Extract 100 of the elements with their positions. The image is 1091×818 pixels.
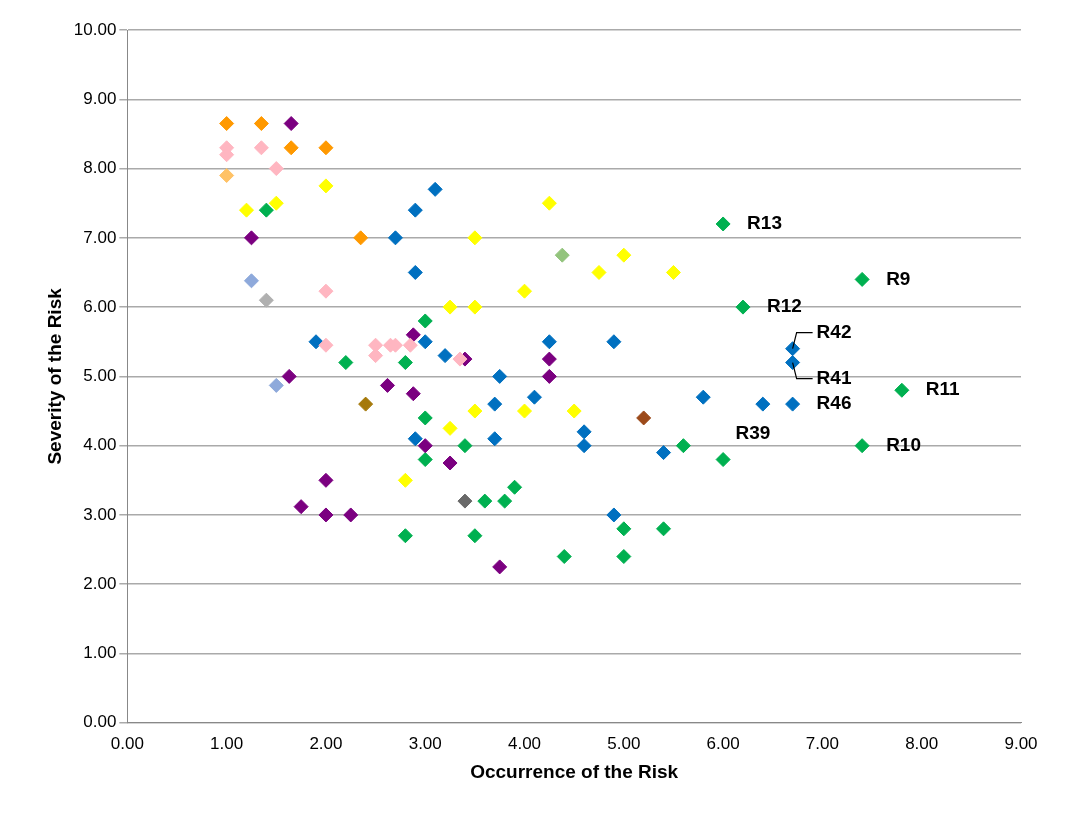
point xyxy=(442,299,458,315)
point xyxy=(281,368,297,384)
x-tick-label: 5.00 xyxy=(607,733,641,753)
point xyxy=(283,116,299,132)
point xyxy=(467,230,483,246)
point xyxy=(318,178,334,194)
point xyxy=(894,382,910,398)
x-tick-label: 4.00 xyxy=(507,733,542,753)
point xyxy=(442,420,458,436)
x-tick-label: 3.00 xyxy=(408,733,442,753)
point xyxy=(467,299,483,315)
point xyxy=(556,549,572,565)
point xyxy=(293,499,309,515)
point xyxy=(387,230,403,246)
point xyxy=(427,181,443,197)
point xyxy=(566,403,582,419)
point xyxy=(407,431,423,447)
point xyxy=(417,313,433,329)
y-tick-label: 2.00 xyxy=(83,573,117,593)
point xyxy=(695,389,711,405)
y-tick-label: 4.00 xyxy=(83,435,117,455)
point xyxy=(665,264,681,280)
y-tick-label: 9.00 xyxy=(83,88,117,108)
point xyxy=(405,386,421,402)
point xyxy=(308,334,324,350)
point xyxy=(397,528,413,544)
point xyxy=(517,283,533,299)
point xyxy=(467,403,483,419)
point xyxy=(253,140,269,156)
y-tick-label: 1.00 xyxy=(83,643,117,663)
point xyxy=(452,351,468,367)
point xyxy=(268,161,284,177)
point xyxy=(268,195,284,211)
point xyxy=(541,351,557,367)
point xyxy=(338,355,354,371)
point xyxy=(318,337,334,353)
y-tick-label: 10.00 xyxy=(73,19,117,39)
point xyxy=(219,116,235,132)
point xyxy=(526,389,542,405)
point xyxy=(715,452,731,468)
point xyxy=(554,247,570,263)
point xyxy=(442,455,458,471)
x-axis-title: Occurrence of the Risk xyxy=(470,760,679,782)
x-tick-label: 6.00 xyxy=(706,733,740,753)
point xyxy=(541,334,557,350)
point xyxy=(417,438,433,454)
point xyxy=(258,292,274,308)
point xyxy=(353,230,369,246)
point xyxy=(239,202,254,218)
point xyxy=(636,410,652,426)
point xyxy=(487,396,503,412)
point xyxy=(785,355,801,371)
point xyxy=(397,472,413,488)
annotation: R10 xyxy=(886,433,921,455)
point xyxy=(268,377,284,393)
point xyxy=(735,299,751,315)
point xyxy=(258,202,274,218)
y-tick-label: 5.00 xyxy=(83,366,117,386)
point xyxy=(616,521,632,537)
point xyxy=(417,452,433,468)
point xyxy=(457,438,473,454)
point xyxy=(318,140,334,156)
annotation: R46 xyxy=(816,392,852,414)
point xyxy=(616,247,632,263)
point xyxy=(492,368,508,384)
point xyxy=(358,396,374,412)
x-tick-label: 0.00 xyxy=(110,733,144,753)
point xyxy=(497,493,513,509)
point xyxy=(785,396,801,412)
point xyxy=(417,334,433,350)
point xyxy=(318,472,334,488)
point xyxy=(243,230,259,246)
point xyxy=(785,341,801,357)
point xyxy=(854,438,870,454)
point xyxy=(243,273,259,289)
point xyxy=(437,348,453,364)
annotation: R13 xyxy=(747,212,782,234)
point xyxy=(517,403,533,419)
point xyxy=(656,521,672,537)
point xyxy=(318,283,334,299)
point xyxy=(576,438,592,454)
annotation: R12 xyxy=(766,295,802,317)
point xyxy=(541,195,557,211)
annotation: R42 xyxy=(816,320,852,342)
x-tick-label: 8.00 xyxy=(905,733,939,753)
point xyxy=(606,507,622,523)
point xyxy=(407,202,423,218)
point xyxy=(380,377,395,393)
point xyxy=(253,116,269,132)
point xyxy=(854,271,870,287)
y-tick-label: 8.00 xyxy=(83,158,117,178)
point xyxy=(755,396,771,412)
point xyxy=(219,167,235,183)
x-tick-label: 9.00 xyxy=(1004,733,1038,753)
point xyxy=(467,528,483,544)
point xyxy=(318,507,334,523)
point xyxy=(417,410,433,426)
x-tick-label: 2.00 xyxy=(309,733,343,753)
point xyxy=(343,507,359,523)
annotation: R9 xyxy=(886,267,911,289)
